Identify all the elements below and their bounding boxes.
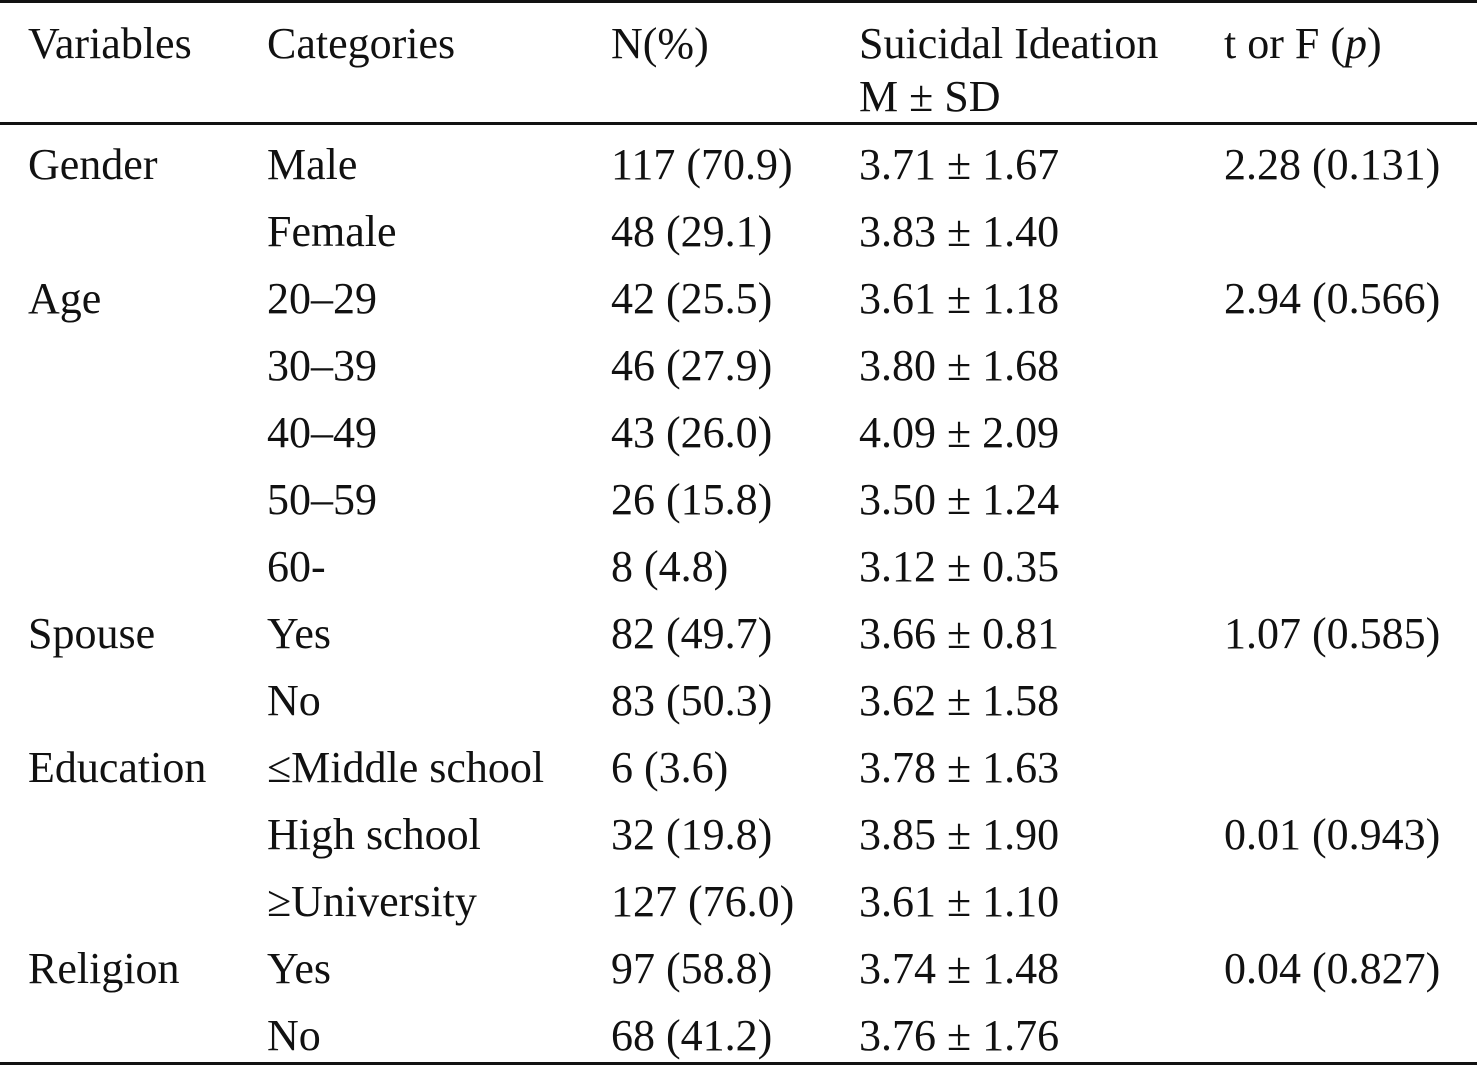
category-cell: Female [267,207,397,256]
table-row: No 83 (50.3) 3.62 ± 1.58 [0,667,1477,734]
table-bottom-rule [0,1062,1477,1065]
table-row: High school 32 (19.8) 3.85 ± 1.90 0.01 (… [0,801,1477,868]
statistic-cell: 2.94 (0.566) [1224,274,1441,323]
table-row: Education ≤Middle school 6 (3.6) 3.78 ± … [0,734,1477,801]
table-top-rule [0,0,1477,3]
category-cell: Yes [267,944,332,993]
n-percent-cell: 8 (4.8) [611,542,729,591]
mean-sd-cell: 3.83 ± 1.40 [859,207,1060,256]
header-categories: Categories [267,19,456,68]
mean-sd-cell: 3.85 ± 1.90 [859,810,1060,859]
mean-sd-cell: 3.62 ± 1.58 [859,676,1060,725]
n-percent-cell: 26 (15.8) [611,475,773,524]
statistic-cell: 1.07 (0.585) [1224,609,1441,658]
n-percent-cell: 83 (50.3) [611,676,773,725]
table-row: Gender Male 117 (70.9) 3.71 ± 1.67 2.28 … [0,131,1477,198]
category-cell: 30–39 [267,341,377,390]
variable-cell: Age [28,274,102,323]
variable-cell: Spouse [28,609,156,658]
category-cell: Yes [267,609,332,658]
category-cell: 60- [267,542,326,591]
mean-sd-cell: 3.12 ± 0.35 [859,542,1060,591]
header-statistic-p: p [1345,19,1367,68]
n-percent-cell: 6 (3.6) [611,743,729,792]
mean-sd-cell: 4.09 ± 2.09 [859,408,1060,457]
variable-cell: Gender [28,140,158,189]
mean-sd-cell: 3.78 ± 1.63 [859,743,1060,792]
category-cell: 40–49 [267,408,377,457]
mean-sd-cell: 3.80 ± 1.68 [859,341,1060,390]
table-row: Female 48 (29.1) 3.83 ± 1.40 [0,198,1477,265]
table-row: 50–59 26 (15.8) 3.50 ± 1.24 [0,466,1477,533]
category-cell: High school [267,810,481,859]
n-percent-cell: 68 (41.2) [611,1011,773,1060]
mean-sd-cell: 3.61 ± 1.18 [859,274,1060,323]
mean-sd-cell: 3.66 ± 0.81 [859,609,1060,658]
table-row: 60- 8 (4.8) 3.12 ± 0.35 [0,533,1477,600]
n-percent-cell: 117 (70.9) [611,140,793,189]
category-cell: 50–59 [267,475,377,524]
header-n-percent: N(%) [611,19,709,68]
mean-sd-cell: 3.74 ± 1.48 [859,944,1060,993]
header-variables: Variables [28,19,192,68]
n-percent-cell: 48 (29.1) [611,207,773,256]
n-percent-cell: 32 (19.8) [611,810,773,859]
table-row: Religion Yes 97 (58.8) 3.74 ± 1.48 0.04 … [0,935,1477,1002]
table-row: ≥University 127 (76.0) 3.61 ± 1.10 [0,868,1477,935]
table-header-rule [0,122,1477,125]
category-cell: 20–29 [267,274,377,323]
header-statistic-prefix: t or F ( [1224,19,1345,68]
n-percent-cell: 46 (27.9) [611,341,773,390]
table-row: Age 20–29 42 (25.5) 3.61 ± 1.18 2.94 (0.… [0,265,1477,332]
mean-sd-cell: 3.61 ± 1.10 [859,877,1060,926]
header-mean-sd: M ± SD [859,72,1001,121]
category-cell: ≤Middle school [267,743,545,792]
variable-cell: Education [28,743,207,792]
header-statistic-suffix: ) [1367,19,1382,68]
n-percent-cell: 127 (76.0) [611,877,795,926]
statistic-cell: 0.01 (0.943) [1224,810,1441,859]
table-row: Spouse Yes 82 (49.7) 3.66 ± 0.81 1.07 (0… [0,600,1477,667]
table-row: 30–39 46 (27.9) 3.80 ± 1.68 [0,332,1477,399]
statistic-cell: 0.04 (0.827) [1224,944,1441,993]
n-percent-cell: 42 (25.5) [611,274,773,323]
category-cell: No [267,1011,321,1060]
table-row: 40–49 43 (26.0) 4.09 ± 2.09 [0,399,1477,466]
header-statistic: t or F (p) [1224,17,1382,70]
mean-sd-cell: 3.50 ± 1.24 [859,475,1060,524]
n-percent-cell: 97 (58.8) [611,944,773,993]
statistic-cell: 2.28 (0.131) [1224,140,1441,189]
table-row: No 68 (41.2) 3.76 ± 1.76 [0,1002,1477,1069]
n-percent-cell: 82 (49.7) [611,609,773,658]
n-percent-cell: 43 (26.0) [611,408,773,457]
header-suicidal-ideation: Suicidal Ideation [859,19,1159,68]
category-cell: ≥University [267,877,477,926]
mean-sd-cell: 3.76 ± 1.76 [859,1011,1060,1060]
mean-sd-cell: 3.71 ± 1.67 [859,140,1060,189]
category-cell: Male [267,140,358,189]
category-cell: No [267,676,321,725]
variable-cell: Religion [28,944,180,993]
